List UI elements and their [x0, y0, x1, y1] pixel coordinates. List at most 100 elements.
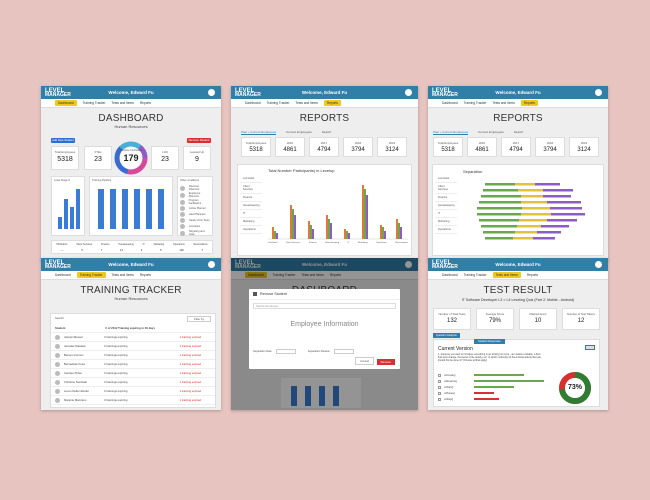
main-nav: Dashboard Training Tracker Tests and Ite… [231, 271, 418, 280]
nav-reports[interactable]: Reports [139, 101, 152, 105]
tab-student-responses[interactable]: Student Responses [474, 339, 505, 344]
score-percent: 73% [567, 384, 582, 391]
page-title: TEST RESULT [483, 285, 553, 296]
version-toggle[interactable] [585, 345, 595, 350]
logo[interactable]: LEVEL MANAGER [235, 87, 261, 98]
nav-training-tracker[interactable]: Training Tracker [272, 273, 296, 277]
logo[interactable]: LEVEL MANAGER [45, 259, 71, 270]
nav-training-tracker[interactable]: Training Tracker [463, 101, 487, 105]
nav-tests[interactable]: Tests and Items [111, 101, 134, 105]
avatar[interactable] [405, 89, 412, 96]
separation-reason-select[interactable] [333, 349, 354, 354]
search-input[interactable]: Search [55, 316, 64, 320]
table-row[interactable]: Levon Deller-Reidst 3 trainings expiring 1… [51, 387, 215, 396]
nav-dashboard[interactable]: Dashboard [55, 100, 77, 106]
pipeline-chart-card: Training Pipeline [89, 176, 173, 236]
year-2016: 2016 4861 [467, 137, 497, 157]
nav-reports[interactable]: Reports [323, 100, 342, 106]
welcome-text: Welcome, Edward Fu [108, 262, 154, 267]
stat-total-tests: Number of Total Tests 132 [433, 308, 471, 330]
avatar[interactable] [595, 261, 602, 268]
tab-current[interactable]: Current Employees [478, 130, 504, 134]
table-row[interactable]: Carolee Polsa 3 trainings expiring 1 train… [51, 369, 215, 378]
question-text: 1. Suppose you want to introduce somethi… [438, 353, 541, 362]
donut-value: 179 [123, 153, 139, 163]
remove-button[interactable]: Remove [376, 359, 395, 365]
question-card: Student Responses Current Version 1. Sup… [433, 339, 600, 407]
stat-total-employees: Total Employees 5318 [51, 146, 79, 170]
filter-dropdown[interactable]: Filter by [187, 316, 211, 322]
version-label: Current Version [438, 346, 473, 352]
user-icon [253, 292, 257, 296]
legend-card: Other conditions Discover Planners Emplo… [177, 176, 213, 236]
logo[interactable]: LEVEL MANAGER [45, 87, 71, 98]
page-title: TRAINING TRACKER [80, 285, 182, 296]
welcome-text: Welcome, Edward Fu [108, 90, 154, 95]
quiz-title: IT Software Developer L3 > L4 Leveling Q… [461, 298, 575, 302]
nav-tests[interactable]: Tests and Items [492, 272, 521, 278]
chart-title: Total Number Participants) in Levelup [268, 168, 335, 173]
participants-chart-card: Total Number Participants) in Levelup Le… [237, 164, 412, 256]
department-table: HR/Admin Client Services Finance Housekeepi… [51, 240, 213, 254]
main-nav: Dashboard Training Tracker Tests and Ite… [41, 99, 221, 108]
separation-date-input[interactable] [275, 349, 296, 354]
cancel-button[interactable]: Cancel [355, 357, 374, 365]
report-tabs: Past + Current Employees Current Employe… [241, 130, 331, 135]
checkbox-icon [438, 373, 441, 377]
nav-tests[interactable]: Tests and Items [111, 273, 134, 277]
logo[interactable]: LEVEL MANAGER [235, 259, 261, 270]
avatar[interactable] [595, 89, 602, 96]
test-result-screen: LEVEL MANAGER Welcome, Edward Fu Dashboar… [428, 258, 608, 410]
table-row[interactable]: Marjorie Manzano 3 trainings expiring 1 tr… [51, 396, 215, 405]
welcome-text: Welcome, Edward Fu [495, 262, 541, 267]
tab-past-current[interactable]: Past + Current Employees [433, 130, 469, 135]
logo[interactable]: LEVEL MANAGER [432, 259, 458, 270]
table-row[interactable]: Jasmijn Bessel 3 trainings expiring 1 trai… [51, 333, 215, 342]
nav-tests[interactable]: Tests and Items [295, 101, 318, 105]
avatar[interactable] [405, 261, 412, 268]
remove-student-button[interactable]: Remove Student [187, 138, 211, 143]
avatar[interactable] [208, 89, 215, 96]
year-2019: 2019 3124 [569, 137, 599, 157]
employee-search-input[interactable]: Search Employee [253, 303, 396, 309]
stat-l34: L3/4 23 [151, 146, 179, 170]
chart-title: Separation [463, 169, 483, 174]
top-bar: LEVEL MANAGER Welcome, Edward Fu [428, 86, 608, 99]
table-row[interactable]: Christine Nordwall 3 trainings expiring 1 … [51, 378, 215, 387]
table-row[interactable]: Bernadette Kusa 3 trainings expiring 1 tra… [51, 360, 215, 369]
logo[interactable]: LEVEL MANAGER [432, 87, 458, 98]
nav-training-tracker[interactable]: Training Tracker [82, 101, 106, 105]
page-subtitle: Human Resources [114, 124, 148, 129]
nav-training-tracker[interactable]: Training Tracker [76, 272, 106, 278]
add-student-button[interactable]: Add New Student [51, 138, 75, 143]
remove-student-screen: LEVEL MANAGER Welcome, Edward Fu Dashboar… [231, 258, 418, 410]
tab-current[interactable]: Current Employees [286, 130, 312, 134]
nav-reports[interactable]: Reports [526, 273, 539, 277]
nav-training-tracker[interactable]: Training Tracker [266, 101, 290, 105]
main-nav: Dashboard Training Tracker Tests and Ite… [428, 99, 608, 108]
tab-question-analysis[interactable]: Question Analysis [433, 333, 460, 338]
nav-dashboard[interactable]: Dashboard [245, 101, 261, 105]
nav-dashboard[interactable]: Dashboard [442, 273, 458, 277]
nav-dashboard[interactable]: Dashboard [55, 273, 71, 277]
year-2017: 2017 4794 [501, 137, 531, 157]
table-row[interactable]: Benson Ferraro 3 trainings expiring 1 trai… [51, 351, 215, 360]
table-row[interactable]: Jaroslav Nikolaev 3 trainings expiring 1 t… [51, 342, 215, 351]
nav-dashboard[interactable]: Dashboard [245, 272, 267, 278]
nav-reports[interactable]: Reports [520, 100, 539, 106]
tab-search[interactable]: Search [321, 130, 332, 134]
stat-ftes: FTEs 23 [84, 146, 112, 170]
checkbox-icon [438, 379, 441, 383]
main-nav: Dashboard Training Tracker Tests and Ite… [231, 99, 418, 108]
remove-student-modal: Remove Student Search Employee Employee … [249, 289, 400, 369]
avatar[interactable] [208, 261, 215, 268]
nav-reports[interactable]: Reports [329, 273, 342, 277]
nav-dashboard[interactable]: Dashboard [442, 101, 458, 105]
nav-tests[interactable]: Tests and Items [492, 101, 515, 105]
certification-donut: Complete Certification 179 [113, 140, 149, 176]
nav-tests[interactable]: Tests and Items [301, 273, 324, 277]
nav-reports[interactable]: Reports [139, 273, 152, 277]
tab-search[interactable]: Search [513, 130, 524, 134]
tab-past-current[interactable]: Past + Current Employees [241, 130, 277, 135]
nav-training-tracker[interactable]: Training Tracker [463, 273, 487, 277]
